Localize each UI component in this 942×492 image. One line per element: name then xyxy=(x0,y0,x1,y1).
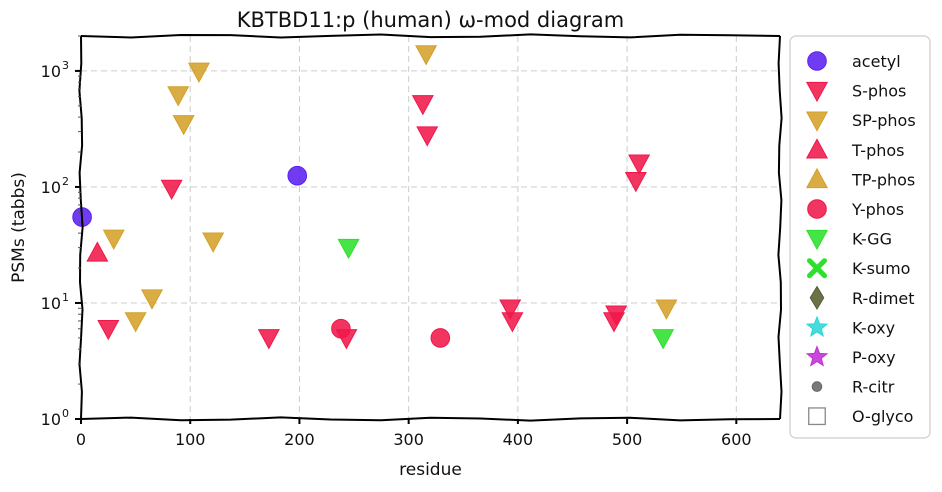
legend-label: T-phos xyxy=(851,141,905,160)
y-tick-exponent: 3 xyxy=(62,59,69,72)
data-point-K-GG xyxy=(337,238,360,260)
legend-label: R-citr xyxy=(852,378,895,397)
legend: acetyl S-phos SP-phos T-phos TP-phos Y-phos K-… xyxy=(789,35,931,439)
data-point-S-phos xyxy=(628,154,651,175)
legend-item: Y-phos xyxy=(807,199,904,219)
x-tick-label: 400 xyxy=(503,430,534,449)
plot-frame-edge xyxy=(80,416,781,422)
legend-label: acetyl xyxy=(852,52,901,71)
legend-label: SP-phos xyxy=(852,111,916,130)
data-point-SP-phos xyxy=(187,62,210,83)
legend-label: P-oxy xyxy=(852,348,896,367)
data-point-SP-phos xyxy=(140,289,164,310)
y-tick-label: 10 xyxy=(41,62,61,81)
data-point-Y-phos xyxy=(331,318,351,339)
data-point-SP-phos xyxy=(415,45,438,66)
y-tick-exponent: 1 xyxy=(62,291,69,304)
data-point-SP-phos xyxy=(167,86,190,107)
x-axis-ticks: 0 100 200 300 400 500 600 xyxy=(76,419,752,449)
legend-item: P-oxy xyxy=(805,345,896,367)
data-point-S-phos xyxy=(257,329,280,350)
legend-label: TP-phos xyxy=(851,170,915,189)
data-point-S-phos xyxy=(411,95,434,116)
data-point-SP-phos xyxy=(124,312,147,333)
x-axis-label: residue xyxy=(399,460,462,480)
data-point-S-phos xyxy=(416,126,439,147)
data-point-S-phos xyxy=(160,179,183,201)
legend-marker xyxy=(805,81,829,103)
x-tick-label: 0 xyxy=(76,430,86,449)
legend-marker xyxy=(805,138,829,159)
legend-label: Y-phos xyxy=(851,200,904,219)
legend-label: K-oxy xyxy=(852,318,895,337)
plot-frame xyxy=(78,33,783,422)
y-tick-label: 10 xyxy=(41,294,61,313)
data-point-SP-phos xyxy=(202,232,225,253)
legend-item: TP-phos xyxy=(805,167,915,189)
legend-marker xyxy=(805,229,829,251)
x-tick-label: 200 xyxy=(284,430,315,449)
data-point-K-GG xyxy=(652,329,675,350)
legend-marker xyxy=(807,258,827,279)
legend-item: R-citr xyxy=(811,378,895,397)
legend-item: K-sumo xyxy=(807,258,910,279)
grid xyxy=(81,36,780,419)
legend-label: S-phos xyxy=(852,82,906,101)
legend-label: K-sumo xyxy=(852,259,910,278)
legend-item: T-phos xyxy=(805,138,905,160)
x-tick-label: 300 xyxy=(393,430,424,449)
legend-box xyxy=(789,35,931,439)
legend-item: O-glyco xyxy=(808,407,913,426)
y-axis-label: PSMs (tabbs) xyxy=(9,172,29,283)
legend-marker xyxy=(807,199,827,219)
legend-marker xyxy=(805,345,829,367)
x-tick-label: 600 xyxy=(721,430,752,449)
y-tick-label: 10 xyxy=(41,178,61,197)
x-tick-label: 500 xyxy=(612,430,643,449)
x-tick-label: 100 xyxy=(175,430,206,449)
legend-item: K-GG xyxy=(805,229,892,251)
legend-marker xyxy=(807,51,827,71)
chart-title: KBTBD11:p (human) ω-mod diagram xyxy=(237,8,625,32)
data-point-S-phos xyxy=(501,312,524,333)
plot-frame-edge xyxy=(777,35,783,420)
data-point-S-phos xyxy=(605,305,628,326)
legend-label: K-GG xyxy=(852,230,892,249)
data-point-SP-phos xyxy=(655,299,678,320)
legend-item: R-dimet xyxy=(809,285,915,311)
legend-label: O-glyco xyxy=(852,407,913,426)
y-tick-exponent: 2 xyxy=(62,175,69,188)
legend-marker xyxy=(805,167,829,189)
legend-marker xyxy=(808,407,826,426)
data-point-S-phos xyxy=(97,319,120,341)
data-point-S-phos xyxy=(624,172,647,193)
legend-marker xyxy=(805,111,829,132)
plot-frame-edge xyxy=(80,33,781,39)
data-point-S-phos xyxy=(499,299,522,320)
data-point-acetyl xyxy=(287,165,308,186)
y-tick-label: 10 xyxy=(41,410,61,429)
legend-marker xyxy=(809,285,825,311)
legend-item: S-phos xyxy=(805,81,906,103)
legend-marker xyxy=(811,381,823,392)
legend-marker xyxy=(805,315,829,338)
legend-item: SP-phos xyxy=(805,111,916,132)
data-point-T-phos xyxy=(86,241,109,262)
data-point-Y-phos xyxy=(430,328,451,348)
legend-item: acetyl xyxy=(807,51,901,71)
data-point-SP-phos xyxy=(172,115,195,136)
data-point-SP-phos xyxy=(102,229,125,250)
y-tick-exponent: 0 xyxy=(62,407,69,420)
legend-label: R-dimet xyxy=(852,289,915,308)
plot-frame-edge xyxy=(78,35,84,420)
legend-item: K-oxy xyxy=(805,315,895,338)
